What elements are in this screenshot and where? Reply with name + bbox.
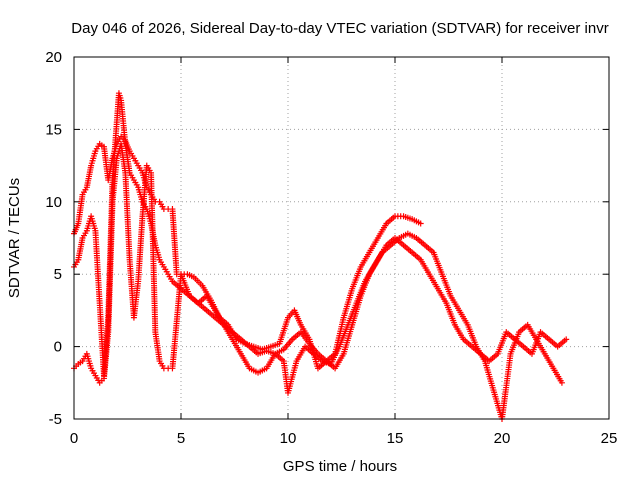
- y-tick-label: 5: [54, 266, 62, 283]
- x-tick-label: 5: [177, 430, 185, 447]
- chart-title: Day 046 of 2026, Sidereal Day-to-day VTE…: [71, 20, 608, 37]
- x-tick-label: 0: [70, 430, 78, 447]
- y-axis-label: SDTVAR / TECUs: [6, 178, 23, 298]
- data-points: [71, 90, 570, 422]
- data-point: [417, 220, 424, 227]
- y-tick-label: 15: [45, 121, 62, 138]
- plot-frame: [73, 56, 610, 420]
- data-point: [558, 379, 565, 386]
- y-tick-label: 20: [45, 49, 62, 66]
- y-tick-label: -5: [49, 411, 62, 428]
- tick-labels: 0 5 10 15 20 25 -5 0 5 10 15 20: [45, 49, 617, 447]
- x-axis-label: GPS time / hours: [283, 458, 397, 475]
- data-point: [563, 336, 570, 343]
- x-tick-label: 25: [601, 430, 618, 447]
- x-tick-label: 15: [387, 430, 404, 447]
- y-tick-label: 10: [45, 194, 62, 211]
- x-tick-label: 10: [280, 430, 297, 447]
- x-tick-label: 20: [494, 430, 511, 447]
- y-tick-label: 0: [54, 339, 62, 356]
